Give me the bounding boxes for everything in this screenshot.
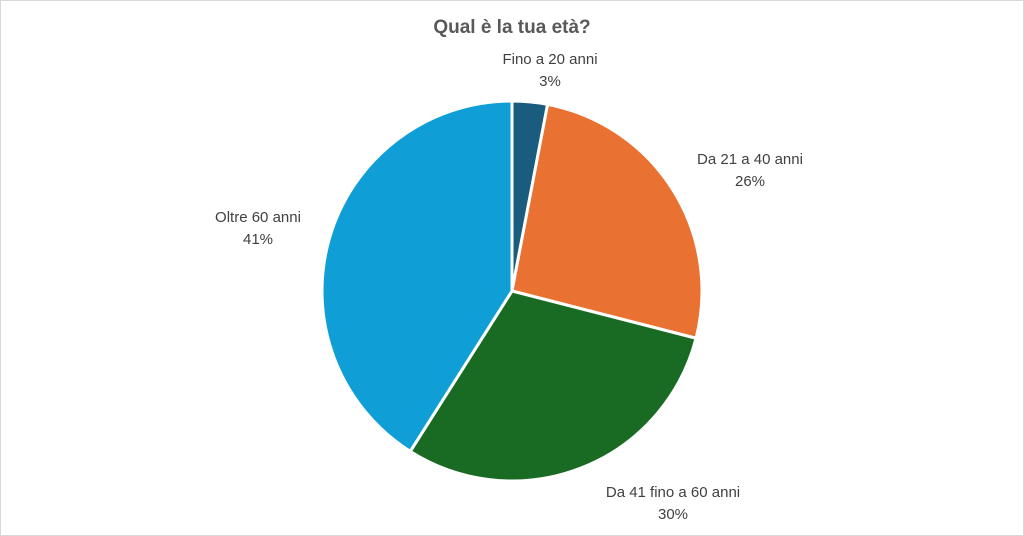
- data-label-category: Da 21 a 40 anni: [697, 151, 803, 168]
- data-label-3: Da 41 fino a 60 anni 30%: [606, 484, 740, 523]
- data-label-value: 41%: [243, 231, 273, 248]
- data-label-value: 3%: [539, 73, 561, 90]
- data-label-2: Da 21 a 40 anni 26%: [697, 151, 803, 190]
- data-label-value: 26%: [735, 173, 765, 190]
- pie-slice-4: [320, 99, 514, 453]
- data-label-1: Fino a 20 anni 3%: [502, 51, 597, 90]
- chart-title: Qual è la tua età?: [433, 17, 591, 38]
- data-label-category: Fino a 20 anni: [502, 51, 597, 68]
- pie-slice-3: [408, 289, 698, 483]
- pie-slice-2: [510, 102, 704, 340]
- data-label-category: Oltre 60 anni: [215, 209, 301, 226]
- data-label-category: Da 41 fino a 60 anni: [606, 484, 740, 501]
- data-label-value: 30%: [658, 506, 688, 523]
- data-label-4: Oltre 60 anni 41%: [215, 209, 301, 248]
